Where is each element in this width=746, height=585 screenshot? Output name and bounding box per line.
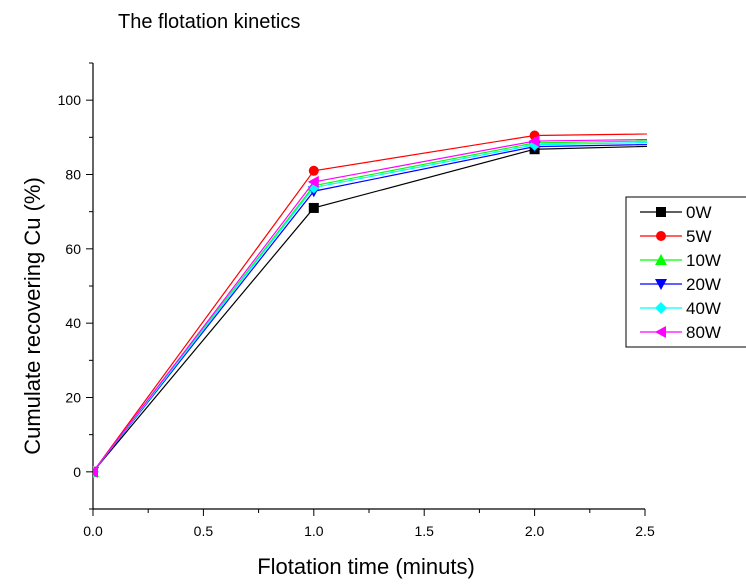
y-axis-title: Cumulate recovering Cu (%) bbox=[20, 177, 45, 455]
x-tick-label: 1.0 bbox=[304, 523, 324, 539]
y-tick-label: 80 bbox=[65, 167, 81, 183]
series-layer bbox=[93, 130, 647, 478]
legend-label-0W: 0W bbox=[686, 203, 712, 222]
data-point-80W bbox=[93, 465, 98, 478]
y-tick-label: 20 bbox=[65, 390, 81, 406]
legend: 0W 5W 10W 20W 40W 80W bbox=[625, 196, 746, 348]
series-line-40W bbox=[93, 141, 647, 473]
legend-label-5W: 5W bbox=[686, 227, 712, 246]
y-tick-label: 60 bbox=[65, 241, 81, 257]
legend-marker-5W bbox=[656, 231, 666, 241]
series-line-0W bbox=[93, 145, 647, 473]
legend-marker-40W bbox=[655, 302, 667, 314]
x-tick-label: 2.5 bbox=[635, 523, 655, 539]
legend-label-20W: 20W bbox=[686, 275, 721, 294]
axes: 0.0 0.5 1.0 1.5 2.0 2.5 0 20 40 60 80 100 bbox=[58, 62, 655, 539]
series-line-80W bbox=[93, 138, 647, 473]
x-tick-label: 0.0 bbox=[83, 523, 103, 539]
series-80W bbox=[93, 135, 647, 478]
legend-marker-20W bbox=[655, 279, 667, 290]
legend-marker-0W bbox=[656, 207, 666, 217]
x-tick-label: 2.0 bbox=[525, 523, 545, 539]
legend-label-10W: 10W bbox=[686, 251, 721, 270]
legend-marker-80W bbox=[655, 326, 666, 338]
data-point-5W bbox=[308, 165, 319, 176]
y-tick-label: 0 bbox=[73, 464, 81, 480]
series-line-20W bbox=[93, 143, 647, 473]
x-tick-label: 1.5 bbox=[414, 523, 434, 539]
x-axis-title: Flotation time (minuts) bbox=[257, 554, 475, 579]
legend-box bbox=[625, 196, 746, 348]
legend-label-80W: 80W bbox=[686, 323, 721, 342]
data-point-80W bbox=[307, 175, 319, 188]
y-tick-label: 40 bbox=[65, 315, 81, 331]
x-tick-label: 0.5 bbox=[194, 523, 214, 539]
legend-marker-10W bbox=[655, 254, 667, 265]
y-tick-label: 100 bbox=[58, 92, 82, 108]
data-point-0W bbox=[308, 202, 319, 213]
chart-title: The flotation kinetics bbox=[118, 11, 300, 33]
data-point-80W bbox=[528, 135, 540, 148]
series-line-5W bbox=[93, 133, 647, 473]
legend-label-40W: 40W bbox=[686, 299, 721, 318]
